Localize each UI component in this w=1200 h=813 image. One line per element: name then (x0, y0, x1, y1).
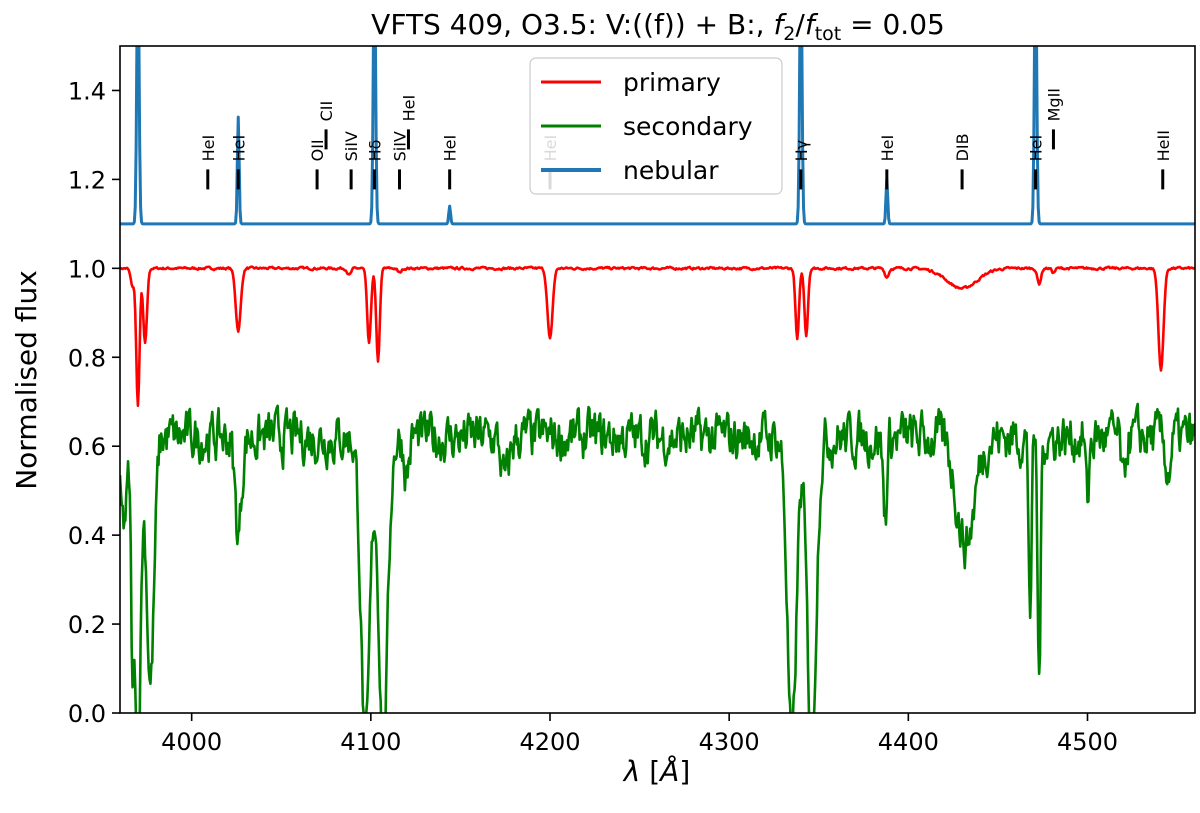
line-marker-label: DIB (953, 133, 972, 161)
legend-label-secondary: secondary (623, 112, 753, 141)
x-tick-label: 4200 (519, 728, 580, 756)
x-tick-label: 4000 (161, 728, 222, 756)
line-marker-label: SiIV (342, 131, 361, 161)
y-tick-label: 1.0 (68, 255, 106, 283)
line-marker-label: CII (317, 101, 336, 122)
y-tick-label: 0.4 (68, 522, 106, 550)
y-axis-label: Normalised flux (10, 270, 43, 490)
y-tick-label: 1.2 (68, 166, 106, 194)
x-tick-label: 4300 (699, 728, 760, 756)
series-line-primary (120, 265, 1195, 408)
x-tick-label: 4100 (340, 728, 401, 756)
line-marker-label: HeI (1027, 135, 1046, 162)
y-tick-label: 0.8 (68, 344, 106, 372)
y-tick-label: 0.2 (68, 611, 106, 639)
line-marker-label: MgII (1044, 88, 1063, 121)
line-markers: HeIHeIOIICIISiIVHδSiIVHeIHeIHeIHγHeIDIBH… (199, 88, 1173, 190)
line-marker-label: HeI (199, 135, 218, 162)
y-tick-label: 1.4 (68, 77, 106, 105)
line-marker-label: HeI (878, 135, 897, 162)
line-marker-label: Hγ (792, 140, 811, 162)
line-marker-label: OII (308, 139, 327, 161)
chart-title: VFTS 409, O3.5: V:((f)) + B:, f2/ftot = … (371, 8, 945, 45)
x-axis-label: λ [Å] (622, 754, 691, 788)
series-line-secondary (120, 402, 1195, 713)
plot-area (120, 46, 1195, 713)
legend-label-primary: primary (623, 68, 721, 97)
axis-ticks: 4000 4100 4200 4300 4400 4500 0.0 0.2 0.4 0.6 0.8 1… (68, 77, 1118, 756)
line-marker-label: HeI (229, 135, 248, 162)
line-marker-label: HeI (441, 135, 460, 162)
line-marker-label: SiIV (391, 131, 410, 161)
x-tick-label: 4500 (1057, 728, 1118, 756)
series-line-nebular (120, 46, 1195, 226)
line-marker-label: HeII (1154, 130, 1173, 161)
y-tick-label: 0.0 (68, 700, 106, 728)
line-marker-label: HeI (399, 95, 418, 122)
line-marker-label: Hδ (365, 140, 384, 162)
axes-frame (119, 45, 1196, 714)
x-tick-label: 4400 (878, 728, 939, 756)
legend-label-nebular: nebular (623, 156, 719, 185)
legend-box (529, 57, 783, 195)
legend: primary secondary nebular (529, 57, 783, 195)
y-tick-label: 0.6 (68, 433, 106, 461)
